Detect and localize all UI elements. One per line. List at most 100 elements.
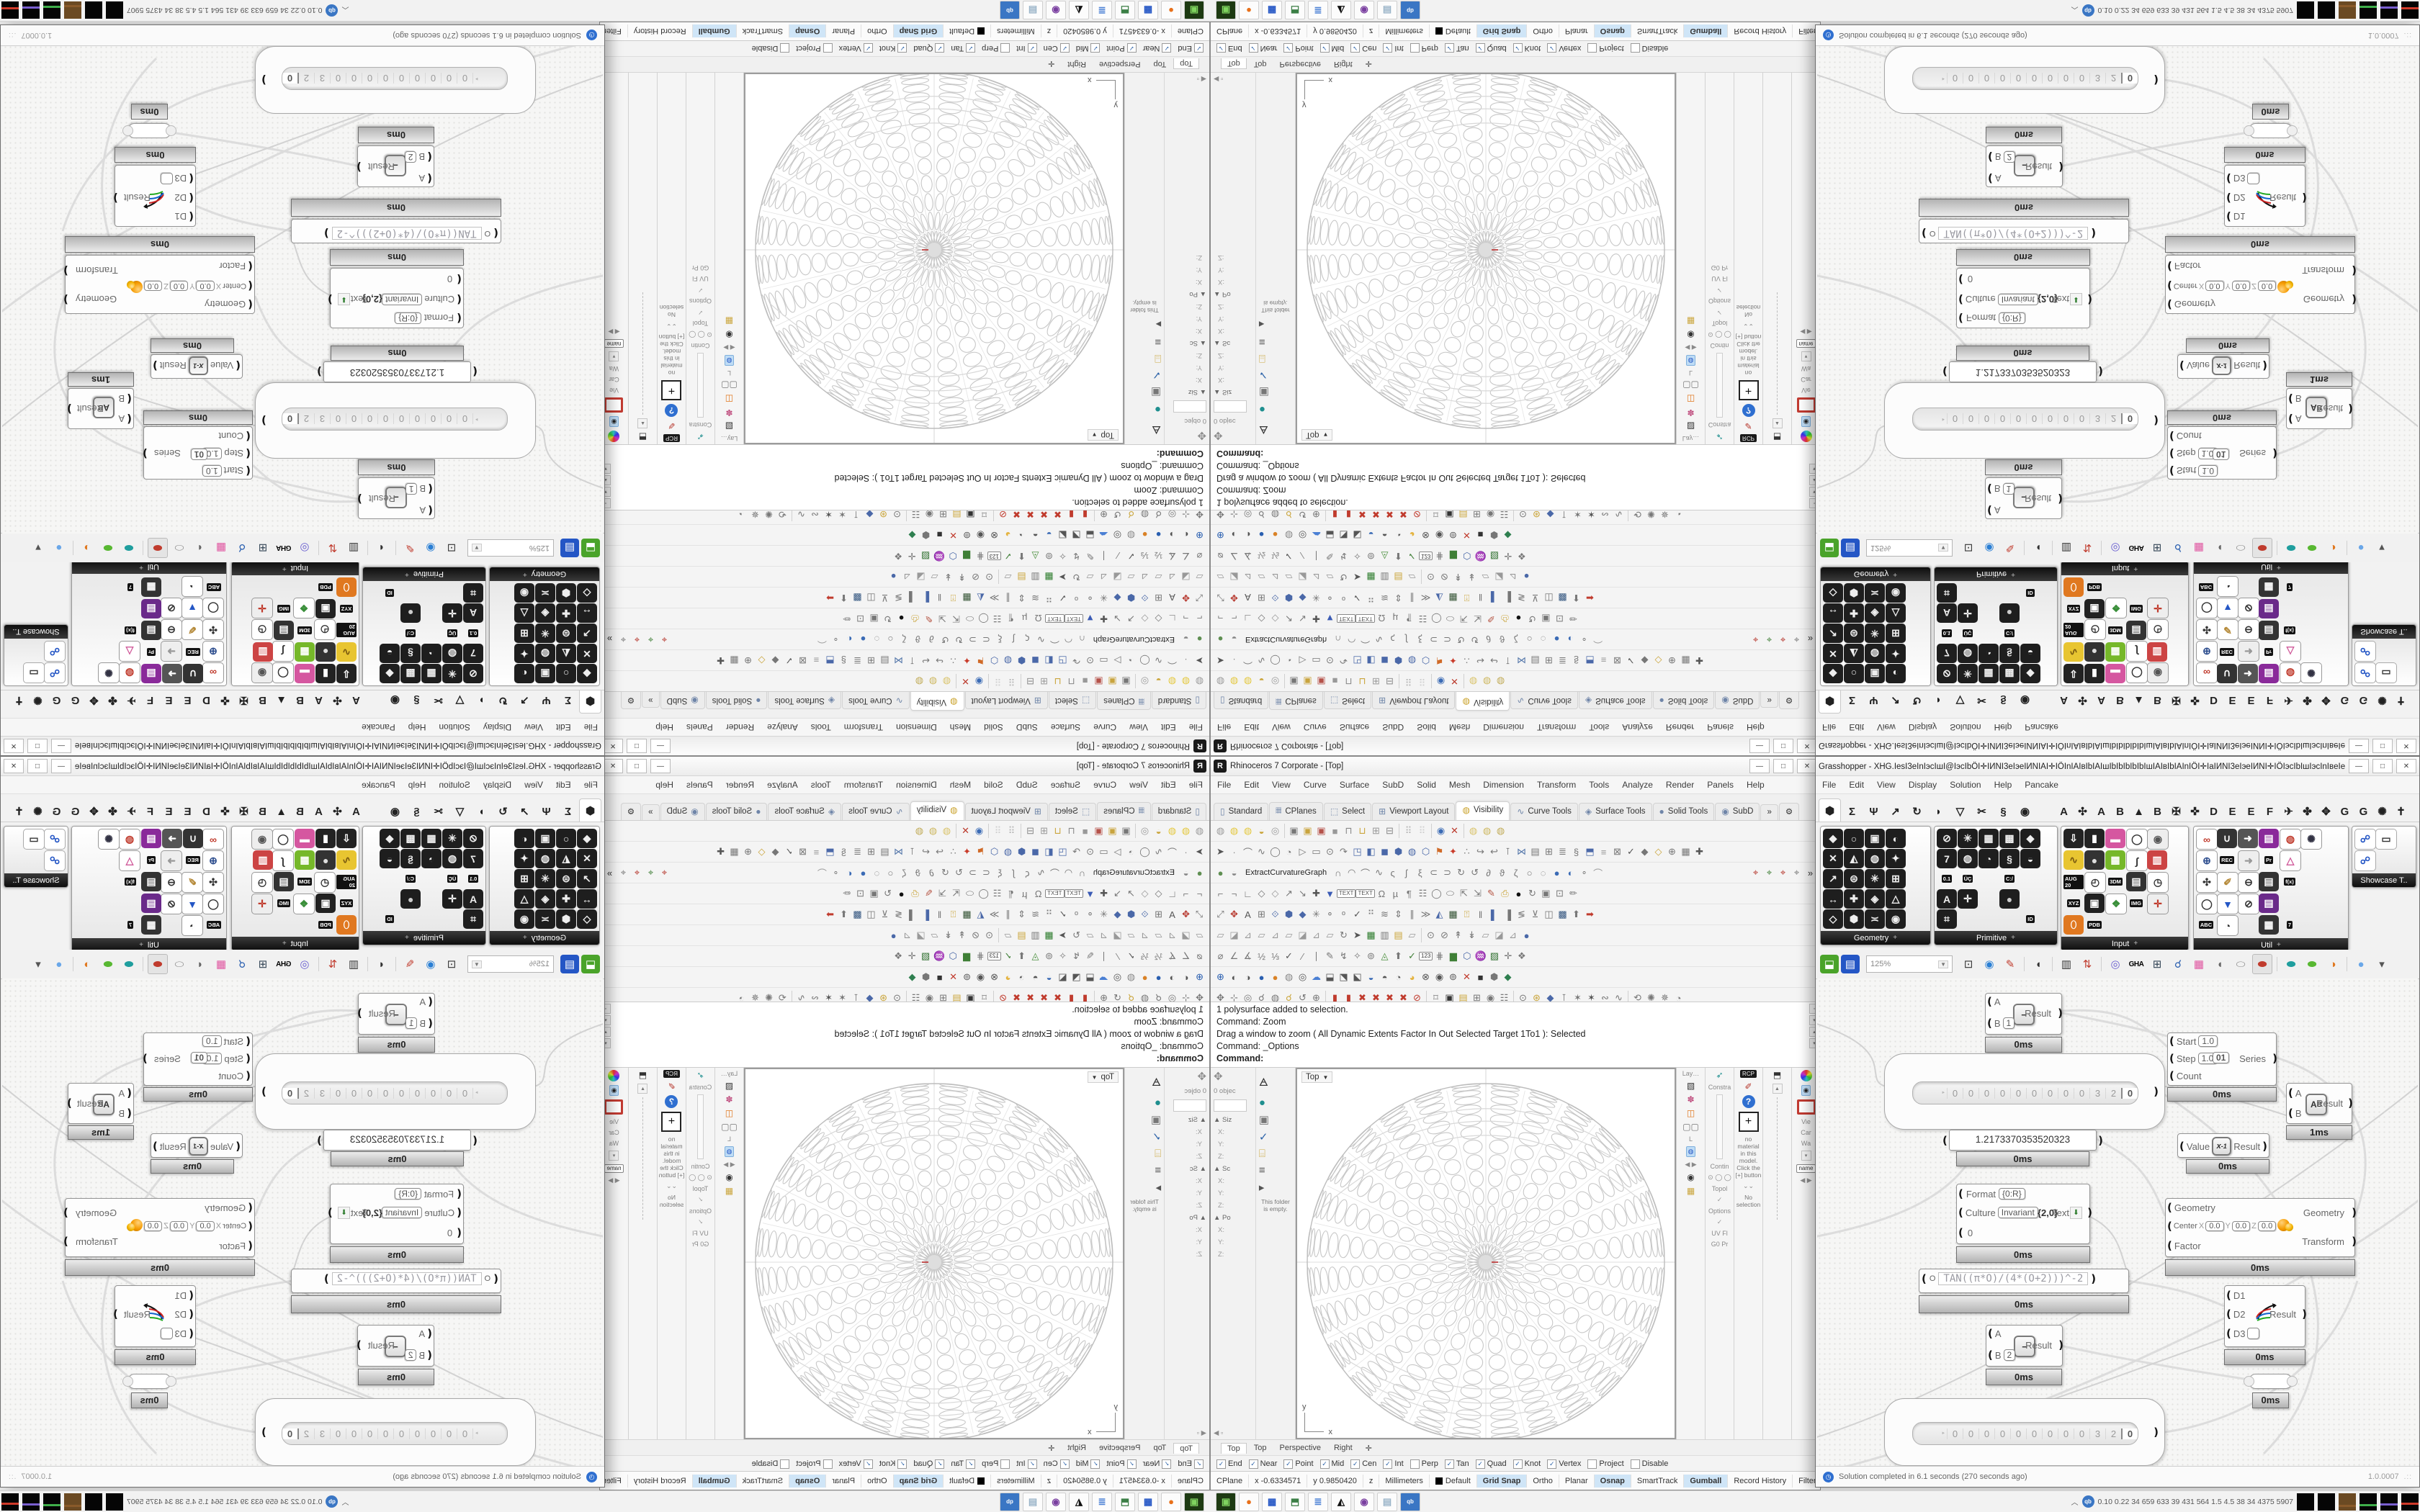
gh-menu-view[interactable]: View bbox=[1877, 780, 1896, 790]
taskbar-app-installer-64[interactable]: ▦ bbox=[1262, 1492, 1282, 1511]
rhino-tab-visibility[interactable]: ◍ Visibility bbox=[910, 801, 964, 820]
rhino-toolbar-icon[interactable]: ⬔ bbox=[1072, 530, 1081, 541]
gh-plugin-tab[interactable]: ✝ bbox=[2396, 694, 2406, 706]
input-jack-a[interactable]: ( bbox=[1988, 172, 1993, 185]
gh-plugin-tab[interactable]: B bbox=[259, 805, 266, 818]
osnap-disable[interactable]: Disable bbox=[1630, 1459, 1668, 1469]
slider-digit[interactable]: 0 bbox=[2026, 1087, 2042, 1099]
rhino-toolbar-icon[interactable]: ≫ bbox=[989, 909, 1000, 919]
gh-component-icon[interactable]: ▬ bbox=[295, 829, 315, 848]
gh-menu-file[interactable]: File bbox=[1822, 780, 1837, 790]
gh-component-icon[interactable]: IMG bbox=[274, 599, 294, 618]
rhino-toolbar-icon[interactable]: ◍ bbox=[1407, 655, 1417, 666]
rhino-toolbar-icon[interactable]: ● bbox=[1142, 529, 1148, 541]
tray-graph-tile[interactable] bbox=[2380, 1493, 2398, 1511]
gh-toolbar-icon[interactable]: ⬭ bbox=[174, 541, 184, 554]
rhino-toolbar-icon[interactable]: ▦ bbox=[962, 909, 972, 919]
gh-component-icon[interactable]: ✛ bbox=[442, 889, 462, 909]
rhino-toolbar-icon[interactable]: ◒ bbox=[1231, 867, 1237, 878]
rhino-toolbar-icon[interactable]: ▼ bbox=[1325, 888, 1335, 899]
viewport-tab-top[interactable]: Top bbox=[1253, 1444, 1267, 1452]
rhino-toolbar-icon[interactable]: º bbox=[1342, 909, 1345, 920]
rhino-toolbar-icon[interactable]: º bbox=[1342, 592, 1345, 603]
rhino-toolbar-icon[interactable]: ◇ bbox=[1155, 613, 1162, 624]
gh-category-tab[interactable]: ✂ bbox=[1977, 694, 1986, 706]
tray-graph-tile[interactable] bbox=[106, 1493, 123, 1511]
rhino-toolbar-icon[interactable]: § bbox=[841, 846, 847, 858]
gh-component-icon[interactable]: △ bbox=[2280, 850, 2301, 871]
rhino-toolbar-icon[interactable]: ⇕ bbox=[1018, 909, 1026, 919]
layers-nav[interactable]: ◀ ▶ bbox=[1685, 344, 1697, 351]
rhino-toolbar-icon[interactable]: ξ bbox=[1417, 867, 1422, 878]
rhino-libraries-icon[interactable]: ▣ bbox=[1150, 1114, 1162, 1126]
rhino-toolbar-icon[interactable]: ↩ bbox=[1490, 846, 1498, 857]
rhino-menu-mesh[interactable]: Mesh bbox=[1448, 722, 1471, 732]
gh-component-icon[interactable]: ✳ bbox=[535, 869, 555, 888]
named-view-icon[interactable]: ▦ bbox=[1686, 316, 1695, 326]
gh-category-tab[interactable]: ✂ bbox=[434, 806, 443, 818]
gh-category-tab[interactable]: ◗ bbox=[478, 694, 485, 707]
rhino-toolbar-icon[interactable]: ◪ bbox=[1298, 930, 1307, 940]
input-value-b[interactable]: 1 bbox=[405, 1017, 418, 1029]
output-jack-result[interactable]: ) bbox=[357, 161, 362, 174]
rhino-toolbar-icon[interactable]: ⟲ bbox=[1634, 992, 1641, 1003]
rhino-toolbar-icon[interactable]: ⊞ bbox=[1258, 593, 1265, 603]
gh-component-icon[interactable]: △ bbox=[1886, 889, 1906, 909]
tray-qb-icon[interactable]: qb bbox=[2081, 4, 2094, 17]
rhino-toolbar-icon[interactable]: ✓ bbox=[1353, 593, 1361, 603]
rhino-toolbar-icon[interactable]: ∿ bbox=[1155, 846, 1162, 857]
tray-graph-tile[interactable] bbox=[22, 1, 40, 19]
gh-component-icon[interactable]: ∿ bbox=[2063, 642, 2084, 662]
slider-digit[interactable]: 0 bbox=[1994, 413, 2010, 425]
rhino-toolbar-icon[interactable]: ◎ bbox=[1270, 825, 1280, 836]
rhino-toolbar-icon[interactable]: ⊞ bbox=[867, 846, 875, 857]
rhino-toolbar-icon[interactable]: ◍ bbox=[942, 676, 951, 687]
gradient-input-jack[interactable]: ( bbox=[2226, 1308, 2231, 1320]
status-planar[interactable]: Planar bbox=[825, 24, 861, 37]
rhino-menu-file[interactable]: File bbox=[1217, 722, 1232, 732]
rhino-toolbar-icon[interactable]: ⊿ bbox=[1271, 572, 1279, 582]
osnap-checkbox[interactable]: ✓ bbox=[1126, 43, 1137, 53]
taskbar-app-capture-tool[interactable]: ▣ bbox=[1216, 1492, 1236, 1511]
rhino-toolbar-icon[interactable]: ▱ bbox=[1004, 930, 1012, 940]
tray-qb-icon[interactable]: qb bbox=[326, 1495, 339, 1508]
slider-output-jack[interactable]: ) bbox=[2154, 1085, 2159, 1098]
osnap-point[interactable]: ✓ Point bbox=[1107, 1459, 1137, 1469]
output-jack-result[interactable]: ) bbox=[2058, 1007, 2063, 1020]
gh-toolbar-icon[interactable]: ◎ bbox=[2110, 958, 2120, 971]
gh-component-icon[interactable]: ▣ bbox=[535, 664, 555, 683]
gh-plugin-tab[interactable]: G bbox=[2359, 805, 2368, 818]
rhino-toolbar-icon[interactable]: ∴ bbox=[1464, 846, 1470, 857]
help-icon[interactable]: ? bbox=[665, 1095, 678, 1108]
slider-digit[interactable]: 0 bbox=[457, 1428, 473, 1439]
rhino-toolbar-icon[interactable]: ◓ bbox=[1032, 971, 1039, 983]
gh-plugin-tab[interactable]: A bbox=[315, 805, 323, 818]
rhino-toolbar-icon[interactable]: ⠿ bbox=[1008, 676, 1016, 687]
input-value-b[interactable]: 1 bbox=[2002, 483, 2015, 495]
rhino-toolbar-icon[interactable]: ◍ bbox=[1229, 676, 1239, 687]
taskbar-app-script-editor[interactable]: ≣ bbox=[1308, 1, 1328, 20]
gh-plugin-tab[interactable]: ✜ bbox=[2190, 806, 2200, 818]
series-input-jack[interactable]: ( bbox=[2169, 430, 2174, 443]
rhino-toolbar-icon[interactable]: ⊓ bbox=[1345, 676, 1353, 687]
power-input-jack[interactable]: ( bbox=[2288, 1086, 2293, 1099]
rhino-toolbar-icon[interactable]: ∘ bbox=[833, 634, 839, 645]
rhino-toolbar-icon[interactable]: ∿ bbox=[1155, 655, 1162, 666]
rhino-toolbar-icon[interactable]: Ω bbox=[1034, 888, 1042, 899]
rhino-toolbar-icon[interactable]: ▷ bbox=[1113, 655, 1121, 666]
rhino-toolbar-icon[interactable]: ▱ bbox=[1196, 572, 1204, 582]
rhino-toolbar-icon[interactable]: ◑ bbox=[1169, 971, 1175, 983]
rhino-menu-solid[interactable]: Solid bbox=[984, 722, 1003, 732]
rhino-toolbar-icon[interactable]: ◐ bbox=[846, 634, 853, 645]
rhino-section-header[interactable]: ▲ Sc bbox=[1189, 339, 1206, 347]
gh-component-icon[interactable]: ▤ bbox=[141, 621, 161, 640]
rhino-command-history[interactable]: 1 polysurface added to selection. Command… bbox=[1211, 444, 1820, 510]
rhino-toolbar-icon[interactable]: ʃ bbox=[1012, 867, 1015, 878]
rhino-toolbar-icon[interactable]: ≣ bbox=[853, 655, 861, 666]
rhino-libraries-icon[interactable]: ● bbox=[1258, 1097, 1265, 1109]
rhino-toolbar-icon[interactable]: ⌒ bbox=[1168, 847, 1178, 858]
rhino-toolbar-icon[interactable]: ⊘ bbox=[972, 930, 980, 940]
rhino-toolbar-icon[interactable]: ⬆ bbox=[1394, 950, 1402, 961]
rhino-command-line[interactable]: Command: bbox=[1216, 449, 1264, 459]
gh-component-icon[interactable]: ➜ bbox=[161, 850, 182, 871]
